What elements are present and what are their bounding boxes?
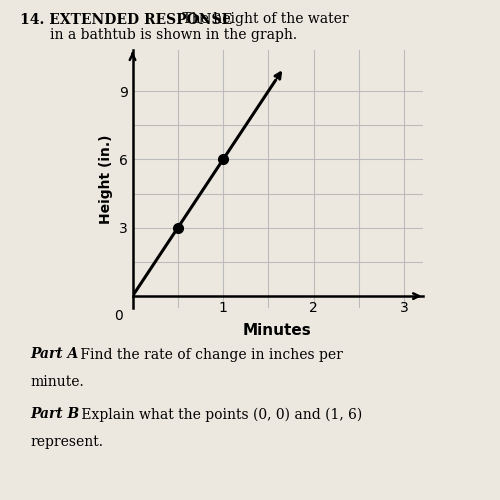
Text: represent.: represent. xyxy=(30,435,103,449)
Text: minute.: minute. xyxy=(30,375,84,389)
Text: The height of the water: The height of the water xyxy=(178,12,348,26)
Text: Part A: Part A xyxy=(30,348,78,362)
Text: Find the rate of change in inches per: Find the rate of change in inches per xyxy=(76,348,343,362)
Text: 14. EXTENDED RESPONSE: 14. EXTENDED RESPONSE xyxy=(20,12,232,26)
Text: in a bathtub is shown in the graph.: in a bathtub is shown in the graph. xyxy=(50,28,297,42)
Text: Part B: Part B xyxy=(30,408,79,422)
X-axis label: Minutes: Minutes xyxy=(243,324,312,338)
Y-axis label: Height (in.): Height (in.) xyxy=(99,134,113,224)
Text: Explain what the points (0, 0) and (1, 6): Explain what the points (0, 0) and (1, 6… xyxy=(77,408,362,422)
Text: 0: 0 xyxy=(114,308,124,322)
